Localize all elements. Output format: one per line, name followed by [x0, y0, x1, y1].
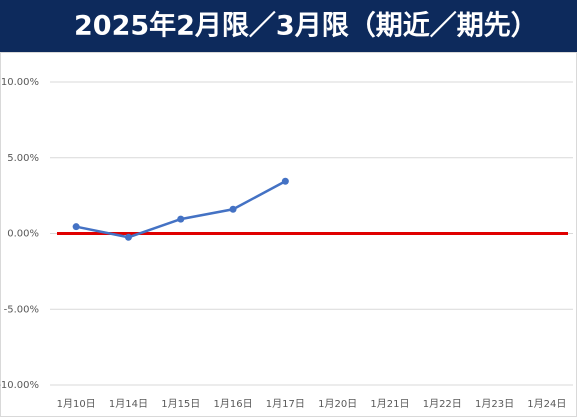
- data-point: [281, 177, 289, 185]
- y-tick-label: -10.00%: [0, 380, 39, 391]
- x-tick-label: 1月20日: [318, 398, 357, 410]
- x-tick-label: 1月10日: [57, 398, 96, 410]
- x-tick-label: 1月17日: [266, 398, 305, 410]
- y-tick-label: 10.00%: [1, 77, 39, 88]
- data-point: [124, 233, 132, 241]
- data-point: [72, 223, 80, 231]
- title-banner: [0, 0, 577, 52]
- x-tick-label: 1月15日: [161, 398, 200, 410]
- x-tick-label: 1月24日: [527, 398, 566, 410]
- x-tick-label: 1月14日: [109, 398, 148, 410]
- x-tick-label: 1月23日: [475, 398, 514, 410]
- y-tick-label: -5.00%: [4, 304, 39, 315]
- data-point: [177, 215, 185, 223]
- series-line: [75, 180, 286, 239]
- y-tick-label: 5.00%: [7, 153, 39, 164]
- chart-title: 2025年2月限／3月限（期近／期先）: [74, 10, 538, 42]
- x-tick-label: 1月22日: [423, 398, 462, 410]
- x-tick-label: 1月21日: [370, 398, 409, 410]
- y-tick-label: 0.00%: [7, 229, 39, 240]
- x-tick-label: 1月16日: [214, 398, 253, 410]
- data-point: [229, 205, 237, 213]
